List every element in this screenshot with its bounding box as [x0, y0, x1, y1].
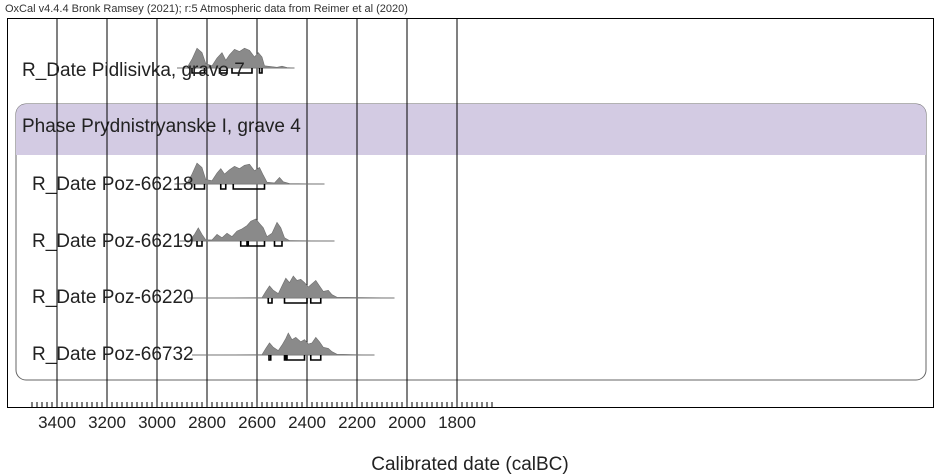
distribution-row-4 [191, 332, 375, 361]
density-area [179, 218, 335, 242]
x-axis-title: Calibrated date (calBC) [371, 454, 568, 475]
density-area [191, 332, 375, 356]
tick-label-1800: 1800 [438, 413, 476, 432]
range-bracket-2 [247, 241, 266, 247]
tick-label-3000: 3000 [138, 413, 176, 432]
row-label-poz-66219: R_Date Poz-66219 [32, 231, 194, 252]
tick-label-3200: 3200 [88, 413, 126, 432]
distribution-row-1 [174, 162, 325, 190]
range-bracket-0 [196, 241, 203, 247]
tick-label-2400: 2400 [288, 413, 326, 432]
row-labels: R_Date Pidlisivka, grave 7 R_Date Poz-66… [22, 60, 245, 365]
density-area [174, 162, 325, 185]
range-bracket-0 [193, 184, 206, 190]
x-axis: 3400 3200 3000 2800 2600 2400 2200 2000 1800 [31, 397, 493, 432]
phase-label: Phase Prydnistryanske I, grave 4 [22, 116, 301, 137]
distribution-row-3 [186, 275, 395, 304]
density-area [176, 47, 295, 69]
row-label-pidlisivka: R_Date Pidlisivka, grave 7 [22, 60, 245, 81]
tick-label-2000: 2000 [388, 413, 426, 432]
row-label-poz-66220: R_Date Poz-66220 [32, 287, 194, 308]
range-bracket-3 [309, 355, 322, 361]
distributions [174, 47, 395, 361]
range-bracket-1 [283, 298, 308, 304]
range-bracket-1 [218, 68, 228, 74]
distribution-row-2 [179, 218, 335, 247]
range-bracket-2 [231, 68, 253, 74]
tick-label-2600: 2600 [238, 413, 276, 432]
distribution-row-0 [176, 47, 295, 74]
density-area [186, 275, 395, 299]
range-bracket-1 [219, 184, 227, 190]
tick-label-3400: 3400 [38, 413, 76, 432]
range-bracket-2 [286, 355, 306, 361]
range-bracket-0 [268, 355, 272, 361]
range-bracket-2 [309, 298, 322, 304]
tick-label-2800: 2800 [188, 413, 226, 432]
range-bracket-2 [232, 184, 266, 190]
row-label-poz-66218: R_Date Poz-66218 [32, 174, 194, 195]
range-bracket-1 [239, 241, 248, 247]
header-text: OxCal v4.4.4 Bronk Ramsey (2021); r:5 At… [5, 3, 408, 15]
tick-label-2200: 2200 [338, 413, 376, 432]
row-label-poz-66732: R_Date Poz-66732 [32, 344, 194, 365]
range-bracket-3 [258, 68, 263, 74]
range-bracket-1 [283, 355, 287, 361]
range-bracket-0 [191, 68, 206, 74]
phase-band [16, 104, 926, 155]
range-bracket-0 [267, 298, 273, 304]
range-bracket-3 [273, 241, 283, 247]
